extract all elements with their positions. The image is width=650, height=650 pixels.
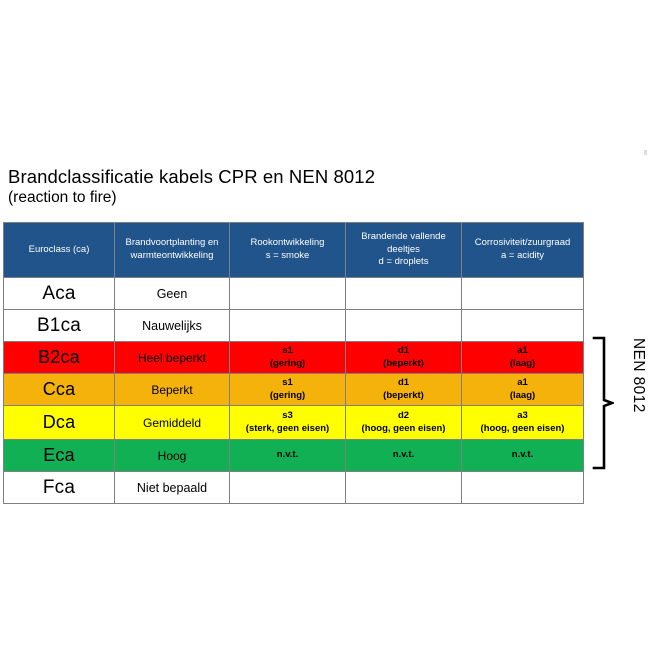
cell-acidity-note: (hoog, geen eisen) [480, 422, 565, 434]
cell-euroclass: B1ca [3, 309, 115, 342]
cell-description: Beperkt [114, 373, 230, 406]
table-row: B2ca Heel beperkt s1 (gering) d1 (beperk… [3, 341, 584, 374]
column-header-smoke-line1: Rookontwikkeling [250, 237, 325, 249]
cell-acidity: a1 (laag) [461, 341, 584, 374]
column-header-flame-spread-line1: Brandvoortplanting en [125, 237, 219, 249]
cell-smoke: n.v.t. [229, 439, 346, 472]
cell-smoke [229, 309, 346, 342]
cell-acidity-code: n.v.t. [511, 449, 534, 461]
table-body: Aca Geen B1ca [3, 277, 584, 504]
cell-acidity-note: (laag) [509, 389, 536, 401]
cell-smoke-note: (gering) [269, 389, 306, 401]
table-row: Fca Niet bepaald [3, 471, 584, 504]
cell-smoke: s1 (gering) [229, 373, 346, 406]
cell-acidity: a3 (hoog, geen eisen) [461, 405, 584, 440]
cell-acidity-note: (laag) [509, 357, 536, 369]
column-header-droplets-line2: deeltjes [387, 243, 420, 255]
cell-droplets [345, 471, 462, 504]
cell-acidity-code: a3 [517, 410, 528, 422]
cell-acidity [461, 277, 584, 310]
column-header-euroclass: Euroclass (ca) [3, 222, 115, 278]
cell-description: Heel beperkt [114, 341, 230, 374]
nen-bracket-label: NEN 8012 [630, 338, 647, 413]
cell-smoke-code: n.v.t. [276, 449, 299, 461]
cell-euroclass: Fca [3, 471, 115, 504]
cell-droplets [345, 309, 462, 342]
page-title-line2: (reaction to fire) [8, 188, 117, 206]
cell-smoke-code: s1 [282, 377, 293, 389]
table-row: Cca Beperkt s1 (gering) d1 (beperkt) a1 … [3, 373, 584, 406]
column-header-acidity-line2: a = acidity [500, 250, 545, 261]
page-title-line1: Brandclassificatie kabels CPR en NEN 801… [8, 166, 376, 187]
cell-smoke: s1 (gering) [229, 341, 346, 374]
page-title: Brandclassificatie kabels CPR en NEN 801… [8, 166, 608, 207]
column-header-acidity: Corrosiviteit/zuurgraad a = acidity [461, 222, 584, 278]
cell-euroclass: Cca [3, 373, 115, 406]
cell-acidity-code: a1 [517, 377, 528, 389]
cell-smoke-code: s1 [282, 345, 293, 357]
cell-euroclass: Eca [3, 439, 115, 472]
cell-droplets-note: (beperkt) [383, 357, 424, 369]
table-row: Dca Gemiddeld s3 (sterk, geen eisen) d2 … [3, 405, 584, 440]
column-header-droplets-line1: Brandende vallende [361, 231, 446, 243]
nen-bracket-icon [592, 336, 614, 470]
cell-droplets-code: d2 [397, 410, 410, 422]
table-header: Euroclass (ca) Brandvoortplanting en war… [3, 222, 584, 278]
cell-description: Hoog [114, 439, 230, 472]
cell-euroclass: Dca [3, 405, 115, 440]
cell-acidity: a1 (laag) [461, 373, 584, 406]
scan-artifact [644, 150, 647, 155]
cell-acidity-code: a1 [517, 345, 528, 357]
fire-classification-table: Euroclass (ca) Brandvoortplanting en war… [3, 222, 584, 504]
cell-acidity [461, 309, 584, 342]
cell-smoke: s3 (sterk, geen eisen) [229, 405, 346, 440]
cell-euroclass: B2ca [3, 341, 115, 374]
table-row: Aca Geen [3, 277, 584, 310]
table-row: B1ca Nauwelijks [3, 309, 584, 342]
column-header-flame-spread: Brandvoortplanting en warmteontwikkeling [114, 222, 230, 278]
cell-droplets-code: d1 [397, 345, 410, 357]
cell-droplets: d1 (beperkt) [345, 373, 462, 406]
cell-droplets: d1 (beperkt) [345, 341, 462, 374]
column-header-euroclass-line1: Euroclass (ca) [28, 243, 90, 255]
cell-description: Niet bepaald [114, 471, 230, 504]
cell-droplets: d2 (hoog, geen eisen) [345, 405, 462, 440]
cell-droplets-code: d1 [397, 377, 410, 389]
cell-description: Nauwelijks [114, 309, 230, 342]
cell-euroclass: Aca [3, 277, 115, 310]
column-header-droplets-line3: d = droplets [378, 256, 429, 268]
cell-description: Geen [114, 277, 230, 310]
cell-droplets-note: (beperkt) [383, 389, 424, 401]
cell-droplets [345, 277, 462, 310]
column-header-flame-spread-line2: warmteontwikkeling [130, 250, 214, 261]
cell-droplets-code: n.v.t. [392, 449, 415, 461]
cell-smoke [229, 471, 346, 504]
column-header-acidity-line1: Corrosiviteit/zuurgraad [474, 237, 571, 249]
cell-description: Gemiddeld [114, 405, 230, 440]
cell-droplets: n.v.t. [345, 439, 462, 472]
column-header-smoke-line2: s = smoke [265, 250, 310, 261]
cell-acidity: n.v.t. [461, 439, 584, 472]
column-header-droplets: Brandende vallende deeltjes d = droplets [345, 222, 462, 278]
fire-classification-table-wrapper: Euroclass (ca) Brandvoortplanting en war… [3, 222, 584, 504]
cell-smoke-code: s3 [282, 410, 293, 422]
cell-smoke-note: (sterk, geen eisen) [245, 422, 330, 434]
column-header-smoke: Rookontwikkeling s = smoke [229, 222, 346, 278]
cell-smoke-note: (gering) [269, 357, 306, 369]
table-row: Eca Hoog n.v.t. n.v.t. n.v.t. [3, 439, 584, 472]
table-header-row: Euroclass (ca) Brandvoortplanting en war… [3, 222, 584, 278]
cell-smoke [229, 277, 346, 310]
cell-acidity [461, 471, 584, 504]
cell-droplets-note: (hoog, geen eisen) [361, 422, 446, 434]
